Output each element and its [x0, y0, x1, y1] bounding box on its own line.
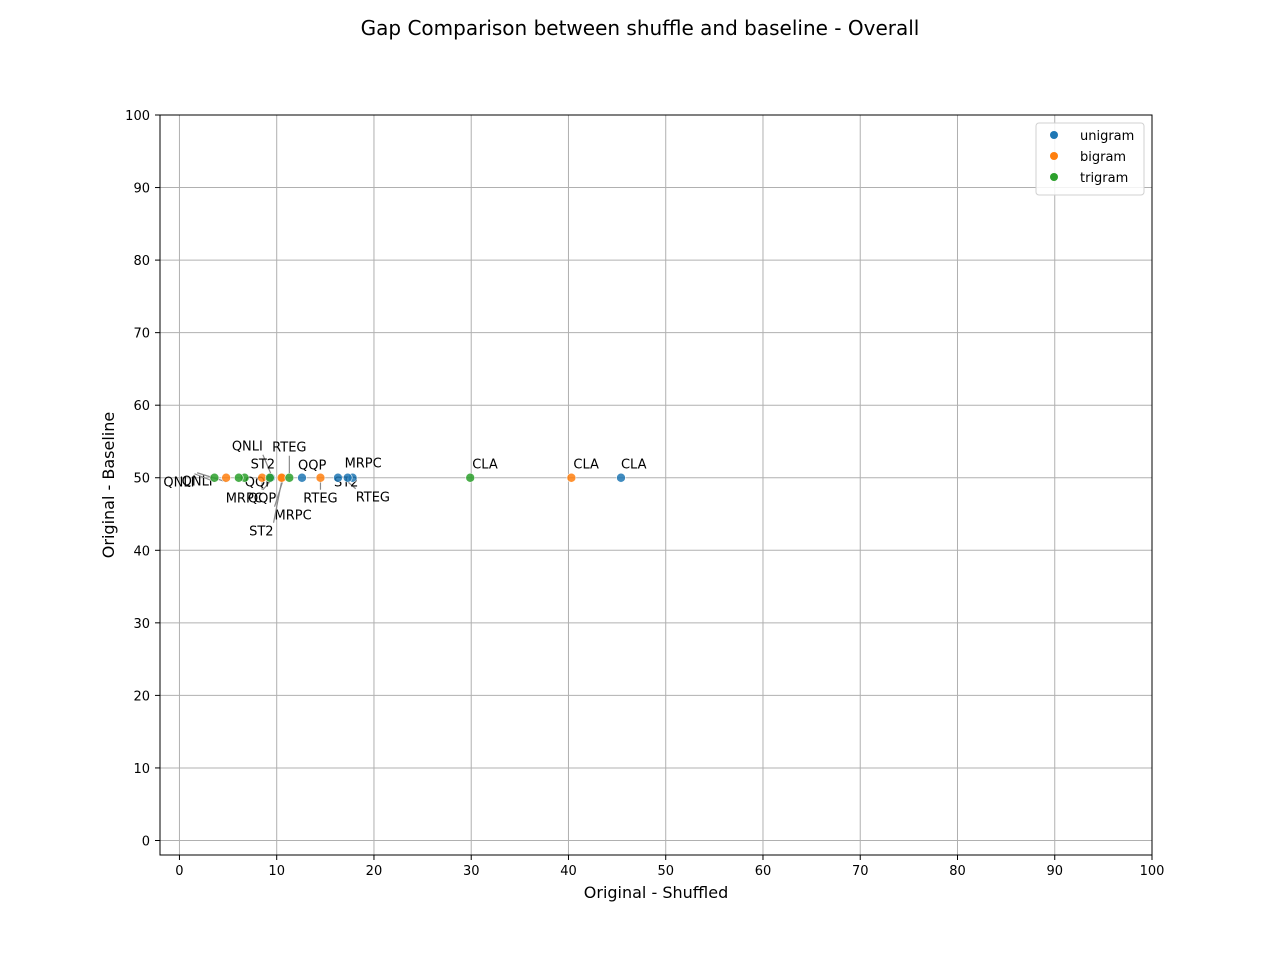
x-tick-label: 40: [560, 864, 577, 879]
data-point-trigram: [209, 472, 220, 483]
chart-title: Gap Comparison between shuffle and basel…: [361, 16, 920, 40]
point-label: CLA: [472, 458, 498, 473]
y-tick-label: 80: [133, 254, 150, 269]
y-tick-label: 90: [133, 182, 150, 197]
legend-entry-bigram: bigram: [1080, 150, 1126, 165]
y-tick-label: 100: [125, 109, 150, 124]
x-tick-label: 90: [1046, 864, 1063, 879]
annotation-arrow: [347, 481, 357, 490]
data-points: [209, 472, 626, 483]
data-point-unigram: [297, 472, 307, 483]
point-label: QQP: [248, 492, 276, 507]
point-label: MRPC: [275, 509, 312, 524]
x-tick-label: 10: [268, 864, 285, 879]
legend-marker-bigram: [1050, 152, 1058, 160]
y-tick-label: 50: [133, 472, 150, 487]
plot-frame: [159, 114, 1153, 856]
legend-entry-trigram: trigram: [1080, 171, 1128, 186]
y-tick-label: 30: [133, 617, 150, 632]
point-label: RTEG: [303, 492, 337, 507]
x-tick-label: 80: [949, 864, 966, 879]
point-label: RTEG: [356, 491, 390, 506]
data-point-unigram: [616, 472, 626, 483]
point-label: MRPC: [226, 492, 263, 507]
x-tick-label: 20: [366, 864, 383, 879]
x-tick-label: 50: [657, 864, 674, 879]
x-tick-label: 100: [1140, 864, 1165, 879]
annotation-arrow: [272, 481, 283, 523]
point-label: ST2: [249, 525, 273, 540]
grid: [160, 114, 1153, 855]
point-label: QQP: [298, 459, 326, 474]
data-point-bigram: [221, 472, 231, 483]
point-label: MRPC: [345, 457, 382, 472]
x-tick-label: 60: [755, 864, 772, 879]
x-tick-label: 30: [463, 864, 480, 879]
data-point-trigram: [465, 472, 476, 483]
data-point-unigram: [342, 472, 353, 483]
y-tick-label: 10: [133, 762, 150, 777]
legend-box: [1035, 122, 1145, 196]
data-point-unigram: [333, 472, 343, 483]
legend-marker-trigram: [1050, 173, 1058, 181]
point-label: CLA: [573, 458, 599, 473]
point-label: QNLI: [163, 476, 194, 491]
data-point-bigram: [566, 472, 577, 483]
annotations: CLAMRPCRTEGST2QQPQNLICLARTEGMRPCST2QQPQN…: [163, 440, 646, 540]
x-axis: 0 10 20 30 40 50 60 70 80 90 100: [175, 855, 1164, 879]
legend-entry-unigram: unigram: [1080, 129, 1134, 144]
legend-marker-unigram: [1050, 131, 1058, 139]
point-label: RTEG: [272, 441, 306, 456]
annotation-arrow: [262, 454, 272, 474]
y-tick-label: 40: [133, 544, 150, 559]
x-tick-label: 70: [852, 864, 869, 879]
point-label: ST2: [251, 458, 275, 473]
annotation-arrow: [262, 481, 271, 491]
y-axis: 0 10 20 30 40 50 60 70 80 90 100: [125, 109, 160, 849]
point-label: QNLI: [232, 440, 263, 455]
point-label: CLA: [621, 458, 647, 473]
data-point-trigram: [233, 472, 244, 483]
data-point-trigram: [265, 472, 275, 483]
data-point-trigram: [284, 472, 295, 483]
legend: unigram bigram trigram: [1035, 122, 1145, 196]
y-tick-label: 0: [142, 834, 150, 849]
y-tick-label: 70: [133, 327, 150, 342]
y-tick-label: 20: [133, 689, 150, 704]
y-axis-label: Original - Baseline: [99, 412, 118, 558]
x-axis-label: Original - Shuffled: [584, 883, 728, 902]
x-tick-label: 0: [175, 864, 183, 879]
y-tick-label: 60: [133, 399, 150, 414]
data-point-bigram: [315, 472, 326, 483]
